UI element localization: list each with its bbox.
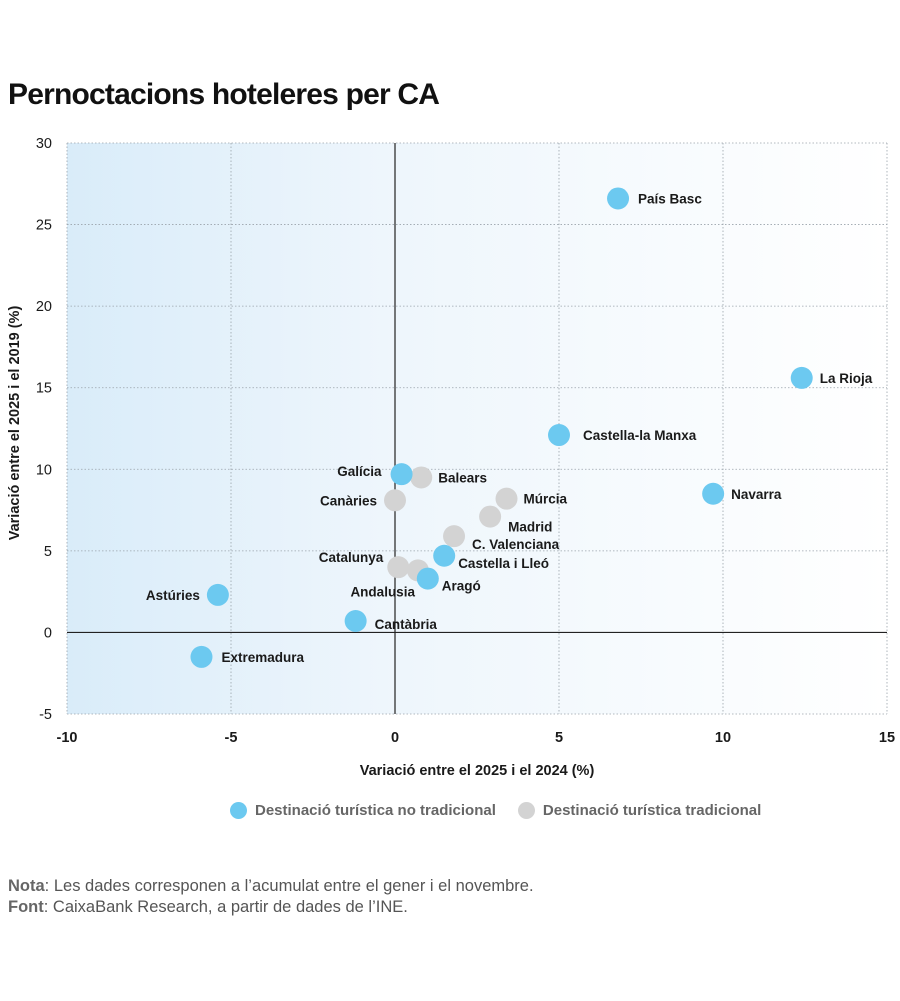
scatter-chart: -10 -5 0 5 10 15 -5 0 5 10 15 20 25 30 País Basc La Ri… — [7, 136, 895, 779]
point-label: C. Valenciana — [472, 537, 560, 552]
x-tick-label: 10 — [715, 730, 731, 746]
point-label: Galícia — [337, 464, 382, 479]
plot-background — [67, 143, 887, 714]
point-label: País Basc — [638, 191, 702, 206]
x-tick-label: 15 — [879, 730, 895, 746]
data-point — [443, 525, 466, 548]
point-label: La Rioja — [820, 371, 873, 386]
legend-label-non-traditional: Destinació turística no tradicional — [255, 802, 496, 819]
point-label: Múrcia — [524, 492, 568, 507]
x-tick-label: 5 — [555, 730, 563, 746]
legend-label-traditional: Destinació turística tradicional — [542, 802, 762, 819]
note-text: : Les dades corresponen a l’acumulat ent… — [44, 877, 534, 895]
data-point — [410, 466, 433, 489]
y-tick-label: 20 — [36, 299, 52, 315]
data-point — [384, 489, 406, 512]
point-label: Madrid — [508, 520, 552, 535]
legend-swatch-gray — [517, 802, 535, 819]
legend-swatch-blue — [230, 802, 247, 819]
plot-bg-left — [67, 143, 395, 714]
y-tick-label: 30 — [36, 136, 52, 152]
data-point — [416, 567, 439, 590]
legend-item-non-traditional: Destinació turística no tradicional — [230, 802, 496, 819]
data-point — [790, 366, 813, 389]
data-point — [190, 645, 213, 668]
y-tick-label: 15 — [36, 381, 52, 397]
legend-item-traditional: Destinació turística tradicional — [517, 802, 762, 819]
y-tick-label: -5 — [39, 707, 52, 723]
plot-bg-right — [395, 143, 887, 714]
data-point — [548, 424, 570, 447]
source-label: Font — [8, 898, 44, 916]
data-points — [190, 187, 813, 668]
y-axis-label: Variació entre el 2025 i el 2019 (%) — [7, 306, 23, 541]
point-labels: País Basc La Rioja Castella-la Manxa Navarr… — [146, 191, 873, 664]
source-text: : CaixaBank Research, a partir de dades … — [43, 898, 408, 916]
axes — [67, 143, 887, 714]
chart-title: Pernoctacions hoteleres per CA — [8, 78, 440, 111]
data-point — [390, 463, 413, 486]
data-point — [433, 544, 456, 567]
point-label: Extremadura — [221, 650, 304, 665]
y-tick-label: 5 — [44, 544, 52, 560]
point-label: Balears — [438, 470, 487, 485]
data-point — [344, 610, 367, 633]
point-label: Catalunya — [319, 550, 384, 565]
point-label: Aragó — [442, 579, 481, 594]
point-label: Cantàbria — [375, 617, 438, 632]
data-point — [607, 187, 630, 210]
point-label: Navarra — [731, 487, 782, 502]
x-tick-label: 0 — [391, 730, 399, 746]
point-label: Castella-la Manxa — [583, 428, 697, 443]
x-axis-label: Variació entre el 2025 i el 2024 (%) — [360, 763, 595, 779]
data-point — [206, 583, 229, 606]
x-tick-label: -5 — [225, 730, 238, 746]
grid-lines — [66, 142, 888, 715]
legend: Destinació turística no tradicional Dest… — [230, 802, 761, 819]
point-label: Astúries — [146, 588, 200, 603]
point-label: Canàries — [320, 493, 377, 508]
footnotes: Nota: Les dades corresponen a l’acumulat… — [8, 876, 534, 918]
data-point — [495, 487, 518, 510]
point-label: Castella i Lleó — [458, 556, 549, 571]
data-point — [387, 556, 410, 579]
y-tick-label: 0 — [44, 625, 52, 641]
note-label: Nota — [8, 877, 45, 895]
tick-labels: -10 -5 0 5 10 15 -5 0 5 10 15 20 25 30 — [36, 136, 895, 746]
source-line: Font: CaixaBank Research, a partir de da… — [8, 897, 534, 918]
x-tick-label: -10 — [57, 730, 78, 746]
note-line: Nota: Les dades corresponen a l’acumulat… — [8, 876, 534, 897]
y-tick-label: 10 — [36, 462, 52, 478]
y-tick-label: 25 — [36, 218, 52, 234]
point-label: Andalusia — [350, 584, 415, 599]
data-point — [702, 482, 725, 505]
data-point — [479, 505, 502, 528]
